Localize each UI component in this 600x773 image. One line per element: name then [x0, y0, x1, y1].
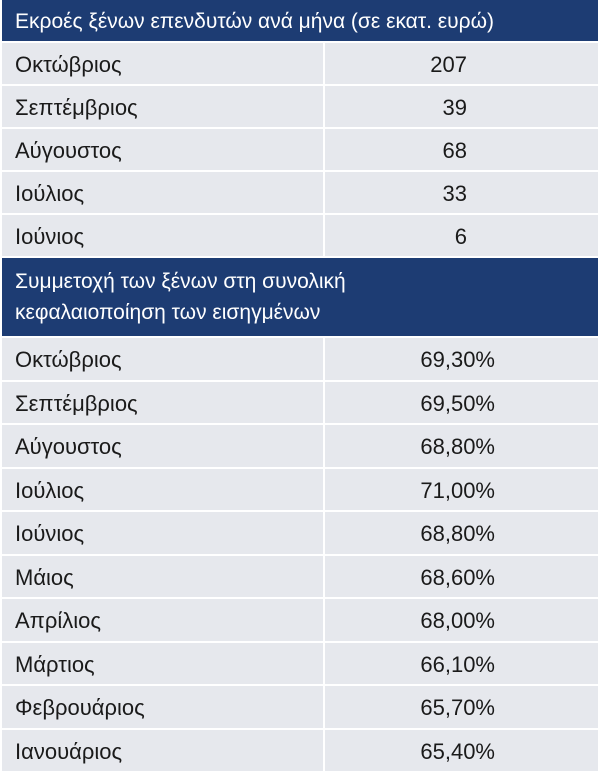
- participation-month-label: Μάιος: [2, 556, 325, 598]
- participation-month-label: Ιούνιος: [2, 512, 325, 554]
- outflows-value: 39: [325, 86, 598, 127]
- participation-value: 68,60%: [325, 556, 598, 598]
- participation-value: 68,80%: [325, 512, 598, 554]
- outflows-value: 6: [325, 215, 598, 256]
- participation-table: Συμμετοχή των ξένων στη συνολική κεφαλαι…: [2, 258, 598, 773]
- participation-value: 69,50%: [325, 382, 598, 424]
- participation-month-label: Μάρτιος: [2, 643, 325, 685]
- outflows-month-label: Ιούλιος: [2, 172, 325, 213]
- outflows-value: 68: [325, 129, 598, 170]
- participation-value: 68,80%: [325, 425, 598, 467]
- outflows-table-title: Εκροές ξένων επενδυτών ανά μήνα (σε εκατ…: [2, 0, 598, 43]
- outflows-month-label: Ιούνιος: [2, 215, 325, 256]
- participation-month-label: Ιούλιος: [2, 469, 325, 511]
- participation-value: 71,00%: [325, 469, 598, 511]
- outflows-month-label: Οκτώβριος: [2, 43, 325, 84]
- participation-value: 65,70%: [325, 686, 598, 728]
- outflows-value: 207: [325, 43, 598, 84]
- participation-value: 66,10%: [325, 643, 598, 685]
- participation-month-label: Φεβρουάριος: [2, 686, 325, 728]
- outflows-table: Εκροές ξένων επενδυτών ανά μήνα (σε εκατ…: [2, 0, 598, 258]
- participation-month-label: Ιανουάριος: [2, 730, 325, 772]
- participation-month-label: Αύγουστος: [2, 425, 325, 467]
- participation-table-title: Συμμετοχή των ξένων στη συνολική κεφαλαι…: [2, 258, 598, 338]
- participation-month-label: Σεπτέμβριος: [2, 382, 325, 424]
- outflows-value: 33: [325, 172, 598, 213]
- participation-value: 68,00%: [325, 599, 598, 641]
- participation-value: 69,30%: [325, 338, 598, 380]
- participation-month-label: Οκτώβριος: [2, 338, 325, 380]
- outflows-month-label: Σεπτέμβριος: [2, 86, 325, 127]
- participation-value: 65,40%: [325, 730, 598, 772]
- participation-month-label: Απρίλιος: [2, 599, 325, 641]
- outflows-month-label: Αύγουστος: [2, 129, 325, 170]
